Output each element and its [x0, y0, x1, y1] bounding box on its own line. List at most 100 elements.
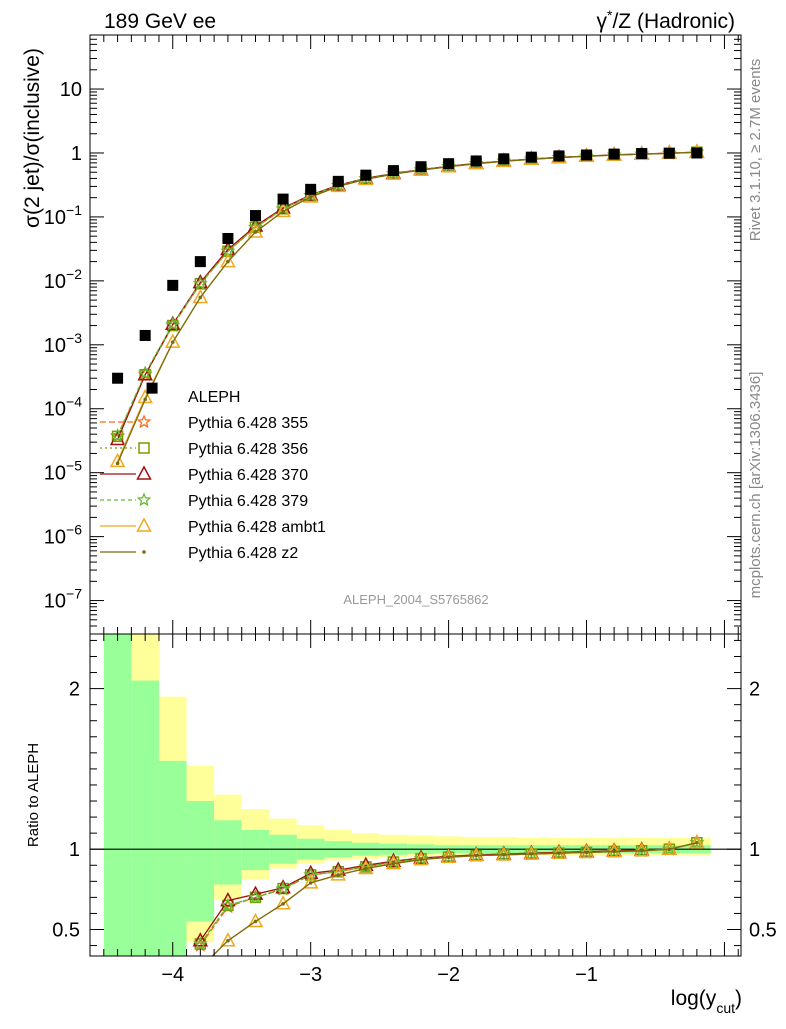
ratio-series-marker-3 — [275, 880, 291, 895]
ratio-y-tick-label: 1 — [69, 839, 80, 861]
rivet-label: Rivet 3.1.10, ≥ 2.7M events — [747, 59, 764, 242]
ratio-y-tick-label-right: 2 — [749, 679, 760, 701]
main-series-marker-5 — [198, 295, 203, 300]
main-series-marker-3 — [165, 316, 181, 331]
ratio-series-marker-4 — [247, 912, 264, 928]
main-series-line-5 — [117, 151, 697, 464]
main-y-tick-label: 10−1 — [44, 202, 82, 229]
legend-marker — [136, 492, 152, 507]
ratio-series-marker-4 — [551, 844, 567, 859]
data-point — [470, 155, 482, 167]
ratio-series-marker-4 — [578, 843, 595, 859]
main-y-tick-label: 10−6 — [44, 522, 82, 549]
ratio-series-marker-5 — [557, 851, 561, 856]
legend-marker — [136, 517, 152, 532]
header-right-sup: * — [607, 7, 613, 23]
data-point — [553, 150, 565, 162]
main-y-tick-mantissa: 10 — [44, 591, 66, 613]
ratio-series-marker-3 — [441, 849, 456, 864]
ratio-series-marker-3 — [551, 845, 567, 860]
header-right-pre: γ — [597, 10, 608, 33]
ratio-series — [192, 834, 705, 956]
main-y-tick-label: 10−7 — [44, 586, 82, 613]
ratio-series-marker-5 — [336, 873, 341, 877]
main-y-axis-label: σ(2 jet)/σ(inclusive) — [21, 48, 44, 228]
x-tick-label: −2 — [437, 964, 460, 986]
x-tick-label: −3 — [299, 964, 322, 986]
legend-marker — [136, 465, 152, 480]
main-y-tick-mantissa: 10 — [44, 527, 66, 549]
header-left: 189 GeV ee — [104, 10, 216, 33]
ratio-series-marker-4 — [633, 842, 650, 857]
main-y-tick-exponent: −5 — [66, 458, 82, 474]
header-right: γ*/Z (Hadronic) — [597, 7, 735, 33]
main-y-tick-mantissa: 10 — [44, 399, 66, 421]
ratio-series-marker-4 — [496, 846, 512, 861]
data-point — [387, 165, 399, 177]
main-series-marker-5 — [115, 461, 120, 466]
main-series-marker-3 — [248, 219, 263, 234]
main-series-marker-5 — [253, 230, 258, 234]
ratio-series-marker-3 — [689, 835, 705, 849]
main-y-tick-exponent: −6 — [66, 522, 82, 538]
ratio-series-marker-4 — [275, 895, 291, 910]
main-series-marker-4 — [164, 333, 181, 348]
band-stat-bin — [214, 820, 242, 885]
data-point — [112, 372, 124, 384]
main-y-tick-label: 10−3 — [44, 330, 82, 357]
main-y-tick-label: 10 — [60, 79, 82, 101]
ratio-series-marker-5 — [639, 849, 644, 853]
ratio-series-marker-4 — [606, 843, 622, 858]
main-series — [109, 143, 705, 468]
data-point — [525, 151, 537, 163]
main-series-marker-5 — [170, 340, 175, 344]
main-y-tick-exponent: −4 — [66, 394, 82, 410]
main-y-tick-exponent: −1 — [66, 202, 82, 218]
data-point — [222, 232, 234, 244]
ratio-series-marker-3 — [579, 844, 594, 859]
data-point — [443, 158, 455, 170]
data-point — [608, 148, 620, 160]
header-right-post: /Z (Hadronic) — [612, 10, 735, 33]
ratio-series-marker-5 — [474, 853, 478, 858]
x-axis-label-close: ) — [735, 987, 742, 1010]
ratio-series-marker-4 — [440, 848, 457, 863]
main-series-marker-4 — [137, 388, 153, 404]
ratio-series-marker-5 — [391, 861, 396, 866]
main-series-marker-5 — [226, 259, 230, 264]
legend-marker — [142, 550, 146, 554]
main-y-tick-label: 10−2 — [44, 266, 82, 293]
main-y-tick-label: 10−4 — [44, 394, 82, 421]
legend-marker — [136, 414, 152, 429]
main-series-marker-4 — [220, 253, 236, 268]
x-axis-label: log(ycut) — [671, 987, 742, 1016]
mcplots-label: mcplots.cern.ch [arXiv:1306.3436] — [747, 372, 764, 599]
ratio-series-marker-3 — [303, 867, 319, 882]
main-series-marker-5 — [308, 195, 313, 199]
data-point — [146, 382, 158, 394]
band-stat-bin — [241, 829, 270, 871]
x-tick-label: −1 — [575, 964, 598, 986]
ratio-series-marker-3 — [496, 847, 512, 862]
data-point — [139, 329, 151, 341]
ratio-series-marker-5 — [281, 902, 285, 906]
main-series-marker-4 — [192, 288, 209, 304]
legend-label: Pythia 6.428 ambt1 — [188, 519, 326, 536]
ratio-series-marker-5 — [419, 857, 423, 862]
main-y-tick-mantissa: 10 — [60, 79, 82, 101]
main-y-tick-mantissa: 10 — [44, 271, 66, 293]
ratio-series-marker-2 — [247, 885, 264, 900]
x-axis-label-main: log(y — [671, 987, 717, 1010]
watermark: ALEPH_2004_S5765862 — [343, 592, 488, 607]
ratio-series-marker-5 — [584, 850, 589, 855]
ratio-y-tick-label: 2 — [69, 679, 80, 701]
ratio-series-marker-5 — [364, 866, 368, 871]
data-point — [498, 153, 510, 165]
main-y-tick-exponent: −3 — [66, 330, 82, 346]
ratio-series-marker-5 — [667, 847, 672, 852]
legend-label: Pythia 6.428 379 — [188, 493, 308, 510]
ratio-series-marker-4 — [523, 845, 540, 860]
main-y-tick-mantissa: 1 — [71, 143, 82, 165]
main-y-tick-mantissa: 10 — [44, 463, 66, 485]
